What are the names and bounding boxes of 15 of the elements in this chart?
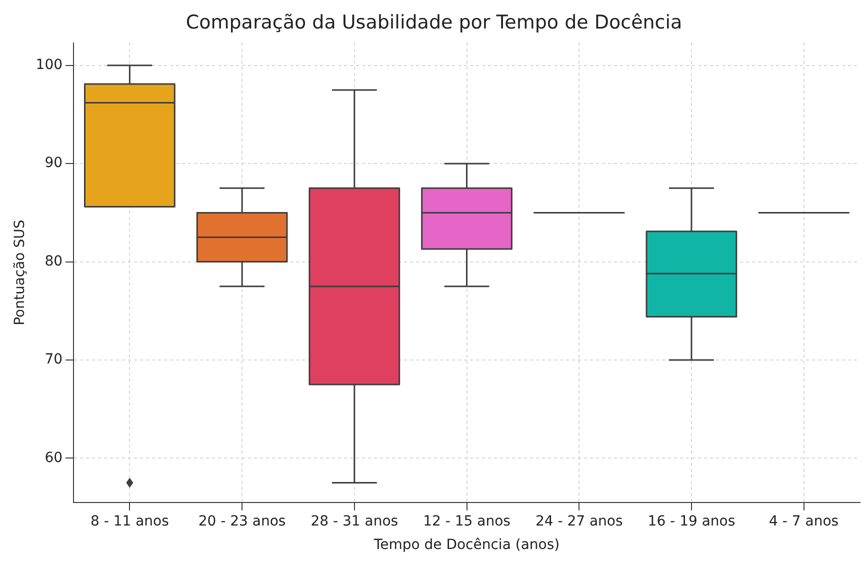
x-tick-label: 20 - 23 anos [198,513,286,530]
y-tick-label: 60 [44,450,63,466]
y-tick-label: 70 [44,352,63,368]
x-tick-label: 12 - 15 anos [423,513,510,530]
y-axis-title: Pontuação SUS [12,220,28,326]
y-tick-label: 100 [36,57,63,74]
chart-title: Comparação da Usabilidade por Tempo de Docência [186,11,682,34]
x-axis-title: Tempo de Docência (anos) [372,537,560,554]
x-tick-label: 28 - 31 anos [310,513,398,530]
x-tick-label: 4 - 7 anos [769,513,839,530]
x-tick-label: 8 - 11 anos [90,513,169,530]
y-tick-label: 90 [44,155,63,172]
x-tick-label: 24 - 27 anos [535,513,623,530]
x-tick-label: 16 - 19 anos [648,513,736,530]
y-tick-label: 80 [44,253,63,270]
